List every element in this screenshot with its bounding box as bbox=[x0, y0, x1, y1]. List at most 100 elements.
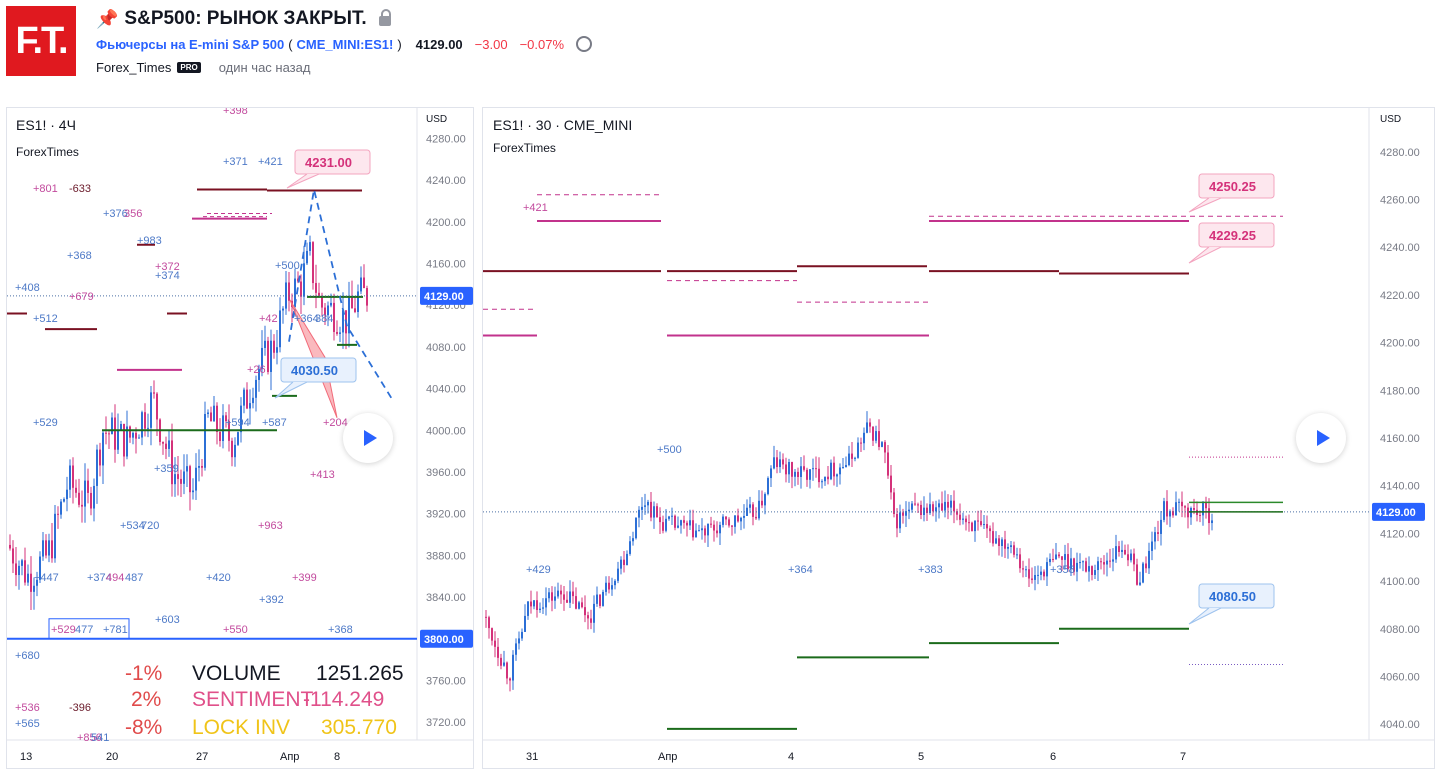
candle-body bbox=[57, 513, 59, 515]
candle-body bbox=[779, 459, 781, 468]
candle-body bbox=[524, 615, 526, 632]
price-tick-label: 4260.00 bbox=[1380, 195, 1420, 207]
candle-body bbox=[201, 465, 203, 468]
candle-body bbox=[845, 465, 847, 468]
candle-body bbox=[908, 509, 910, 512]
overlay-pct-lockinv: -8% bbox=[125, 716, 163, 739]
candle-body bbox=[893, 492, 895, 515]
time-tick-label: Апр bbox=[280, 751, 299, 763]
candle-body bbox=[851, 453, 853, 459]
candle-body bbox=[1037, 574, 1039, 576]
candle-body bbox=[689, 520, 691, 526]
candle-body bbox=[782, 459, 784, 465]
candle-body bbox=[485, 616, 487, 618]
candle-body bbox=[1088, 566, 1090, 572]
callout-high-label: 4231.00 bbox=[305, 155, 352, 170]
chart-watermark: ForexTimes bbox=[16, 145, 79, 159]
candle-body bbox=[515, 643, 517, 655]
candle-body bbox=[902, 512, 904, 516]
candle-body bbox=[348, 297, 350, 334]
candle-body bbox=[890, 475, 892, 493]
candle-body bbox=[863, 432, 865, 444]
candle-body bbox=[608, 582, 610, 590]
candle-body bbox=[578, 602, 580, 609]
candle-body bbox=[812, 468, 814, 470]
candle-body bbox=[575, 596, 577, 609]
candle-body bbox=[333, 302, 335, 332]
candle-body bbox=[42, 540, 44, 557]
candle-body bbox=[144, 412, 146, 429]
volume-label: +374 bbox=[87, 572, 112, 584]
candle-body bbox=[339, 332, 341, 334]
candle-body bbox=[237, 432, 239, 445]
candle-body bbox=[986, 524, 988, 529]
candle-body bbox=[737, 515, 739, 522]
candle-body bbox=[1172, 511, 1174, 516]
candle-body bbox=[225, 415, 227, 422]
candle-body bbox=[174, 474, 176, 485]
candle-body bbox=[800, 466, 802, 477]
candle-body bbox=[1070, 558, 1072, 569]
candle-body bbox=[243, 389, 245, 406]
candle-body bbox=[545, 598, 547, 608]
candle-body bbox=[494, 640, 496, 647]
time-tick-label: 27 bbox=[196, 751, 208, 763]
candle-body bbox=[78, 492, 80, 505]
callout-pointer bbox=[286, 173, 320, 189]
instrument-link[interactable]: Фьючерсы на E-mini S&P 500 bbox=[96, 36, 285, 52]
candle-body bbox=[1073, 558, 1075, 572]
time-tick-label: 8 bbox=[334, 751, 340, 763]
callout-low bbox=[280, 357, 357, 383]
volume-label: +374 bbox=[155, 270, 180, 282]
chart-canvas-30m[interactable]: 4280.00 4260.00 4240.00 4220.00 4200.00 4180.… bbox=[483, 108, 1434, 768]
candle-body bbox=[677, 525, 679, 528]
candle-body bbox=[312, 242, 314, 284]
candle-body bbox=[279, 310, 281, 348]
volume-label: +413 bbox=[310, 469, 335, 481]
candle-body bbox=[563, 594, 565, 600]
candle-body bbox=[204, 414, 206, 468]
price-tick-label: 3720.00 bbox=[426, 717, 466, 729]
candle-body bbox=[512, 654, 514, 681]
candle-body bbox=[309, 242, 311, 251]
candle-body bbox=[953, 500, 955, 512]
candle-body bbox=[27, 573, 29, 583]
candle-body bbox=[1193, 508, 1195, 510]
volume-label: +534 bbox=[120, 520, 145, 532]
candle-body bbox=[554, 596, 556, 601]
play-icon[interactable] bbox=[1296, 413, 1346, 463]
alarm-clock-icon[interactable] bbox=[576, 36, 593, 52]
price-tick-label: 4200.00 bbox=[426, 217, 466, 229]
candle-body bbox=[1013, 545, 1015, 555]
candle-body bbox=[357, 291, 359, 312]
candle-body bbox=[872, 426, 874, 441]
chart-panel-4h[interactable]: 4280.00 4240.00 4200.00 4160.00 4120.00 4080.… bbox=[6, 107, 474, 769]
candle-body bbox=[132, 432, 134, 438]
time-tick-label: 5 bbox=[918, 751, 924, 763]
chart-panel-30m[interactable]: 4280.00 4260.00 4240.00 4220.00 4200.00 4180.… bbox=[482, 107, 1435, 769]
price-tick-label: 4160.00 bbox=[426, 259, 466, 271]
price-tick-label: 3760.00 bbox=[426, 675, 466, 687]
price-change-pct: −0.07% bbox=[519, 36, 565, 52]
volume-label: -396 bbox=[69, 702, 91, 714]
candle-body bbox=[294, 278, 296, 307]
candle-body bbox=[195, 467, 197, 491]
candle-body bbox=[848, 453, 850, 466]
candle-body bbox=[108, 433, 110, 435]
candle-body bbox=[716, 530, 718, 534]
time-tick-label: 4 bbox=[788, 751, 794, 763]
volume-label: +421 bbox=[523, 202, 548, 214]
brand-logo[interactable]: F.T. bbox=[6, 6, 76, 76]
candle-body bbox=[983, 524, 985, 526]
symbol-link[interactable]: CME_MINI:ES1! bbox=[296, 36, 394, 52]
play-icon[interactable] bbox=[343, 413, 393, 463]
candle-body bbox=[665, 518, 667, 531]
chart-canvas-4h[interactable]: 4280.004240.004200.004160.004120.004080.… bbox=[7, 108, 473, 768]
volume-label: +679 bbox=[69, 291, 94, 303]
author-link[interactable]: Forex_Times bbox=[96, 60, 172, 75]
candle-body bbox=[21, 560, 23, 566]
candle-body bbox=[138, 437, 140, 439]
candle-body bbox=[698, 530, 700, 532]
candle-body bbox=[87, 480, 89, 493]
candle-body bbox=[692, 520, 694, 538]
